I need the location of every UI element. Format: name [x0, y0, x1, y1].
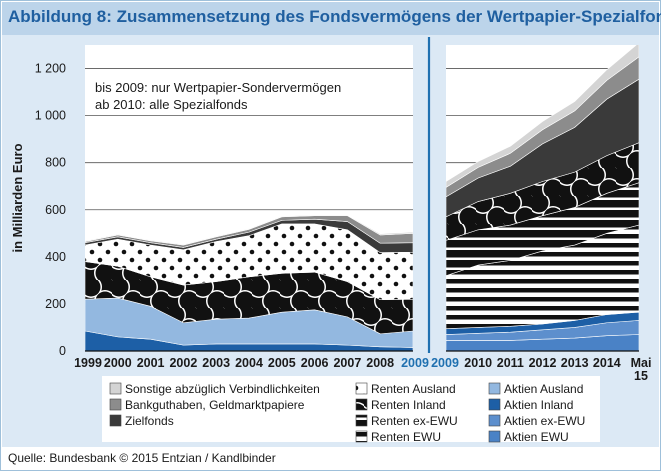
legend-box: [102, 376, 600, 442]
x-tick-label: 2000: [104, 356, 132, 370]
annotation-line: ab 2010: alle Spezialfonds: [95, 97, 248, 112]
x-tick-label: 2009: [431, 356, 459, 370]
area-layers: [85, 45, 639, 351]
x-tick-label: 2004: [235, 356, 263, 370]
legend-swatch-bankguthaben: [109, 398, 122, 411]
legend-label: Renten Inland: [371, 398, 446, 412]
y-tick-label: 200: [45, 297, 66, 311]
x-tick-label: 15: [634, 369, 648, 383]
legend-label: Renten ex-EWU: [371, 414, 458, 428]
left-panel-areas: [85, 214, 413, 351]
x-tick-label: 2013: [561, 356, 589, 370]
legend-swatch-aktien-ausland: [488, 382, 501, 395]
x-tick-label: 2009: [401, 356, 429, 370]
x-tick-label: 2005: [268, 356, 296, 370]
legend-swatch-renten-ausland: [355, 382, 368, 395]
legend-swatch-aktien-inland: [488, 398, 501, 411]
legend-swatch-renten-ex-ewu: [355, 414, 368, 427]
legend-label: Aktien ex-EWU: [504, 414, 585, 428]
legend-swatch-zielfonds: [109, 414, 122, 427]
y-axis-label: in Milliarden Euro: [10, 143, 25, 252]
right-area-sonstige: [446, 45, 639, 188]
legend-swatch-renten-ewu: [355, 430, 368, 443]
annotation-line: bis 2009: nur Wertpapier-Sondervermögen: [95, 80, 341, 95]
x-tick-label: 2003: [202, 356, 230, 370]
left-area-sonstige: [85, 214, 413, 246]
legend-label: Sonstige abzüglich Verbindlichkeiten: [125, 382, 320, 396]
x-tick-label: 2014: [593, 356, 621, 370]
legend-label: Aktien EWU: [504, 430, 569, 444]
legend-swatch-sonstige: [109, 382, 122, 395]
x-tick-label: 2006: [301, 356, 329, 370]
legend-label: Renten EWU: [371, 430, 441, 444]
title-bar: Abbildung 8: Zusammensetzung des Fondsve…: [2, 2, 661, 35]
y-tick-label: 1 000: [35, 109, 66, 123]
y-tick-label: 600: [45, 203, 66, 217]
legend-label: Aktien Ausland: [504, 382, 583, 396]
legend-swatch-renten-inland: [355, 398, 368, 411]
x-tick-label: 2007: [333, 356, 361, 370]
axes: 1999 2000 2001 2002 2003 2004 2005 2006 2007 2008…: [10, 37, 651, 383]
legend-swatch-aktien-ewu: [488, 430, 501, 443]
y-tick-label: 400: [45, 250, 66, 264]
x-tick-label: 1999: [74, 356, 102, 370]
x-tick-label: 2012: [529, 356, 557, 370]
source-note: Quelle: Bundesbank © 2015 Entzian / Kand…: [8, 451, 276, 465]
y-tick-label: 0: [59, 344, 66, 358]
figure-title: Abbildung 8: Zusammensetzung des Fondsve…: [8, 7, 661, 26]
y-tick-label: 1 200: [35, 62, 66, 76]
y-tick-label: 800: [45, 156, 66, 170]
legend-label: Aktien Inland: [504, 398, 573, 412]
right-panel-areas: [446, 45, 639, 351]
legend-swatch-aktien-ex-ewu: [488, 414, 501, 427]
legend-label: Renten Ausland: [371, 382, 456, 396]
x-tick-label: Mai: [631, 356, 652, 370]
x-tick-label: 2008: [366, 356, 394, 370]
legend: Sonstige abzüglich Verbindlichkeiten Bank…: [102, 376, 600, 444]
legend-label: Bankguthaben, Geldmarktpapiere: [125, 398, 305, 412]
x-tick-label: 2011: [497, 356, 524, 370]
x-tick-label: 2002: [169, 356, 197, 370]
x-tick-label: 2010: [464, 356, 492, 370]
x-tick-label: 2001: [137, 356, 165, 370]
legend-label: Zielfonds: [125, 414, 174, 428]
